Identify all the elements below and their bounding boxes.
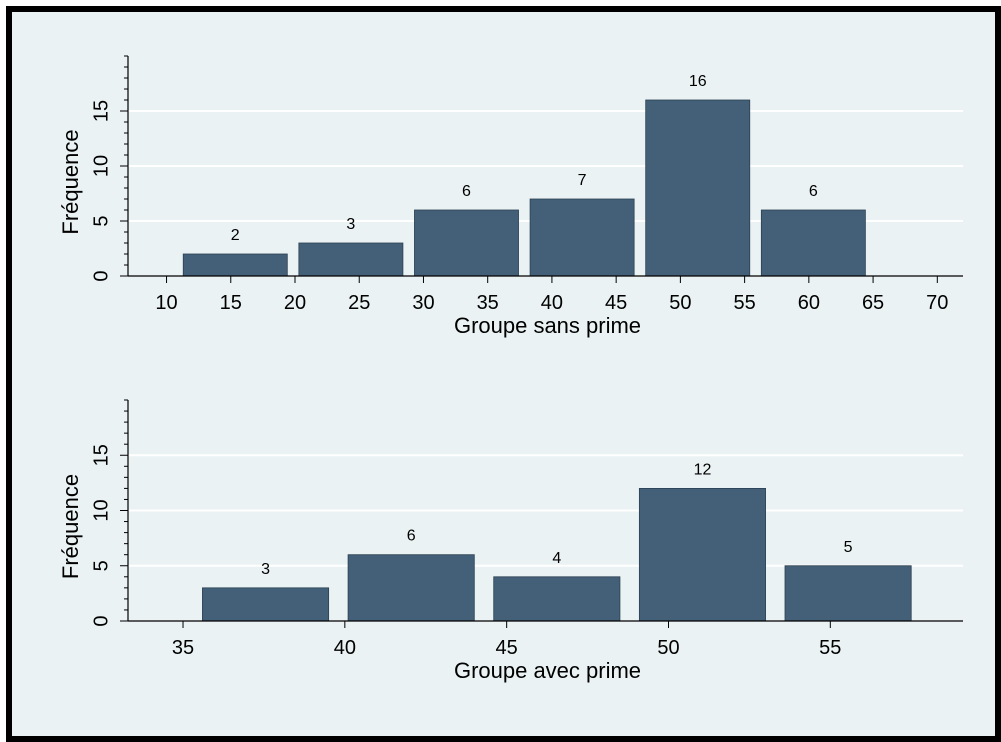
panel-1-bar-value-label: 16 [689,73,707,90]
panel-2-bar-value-label: 4 [552,550,561,567]
panel-1-y-tick-label: 10 [90,155,112,177]
panel-1-x-tick-label: 30 [412,292,434,314]
panel-2-x-tick-label: 50 [657,637,679,659]
panel-1-bar [414,209,519,277]
panel-1-bar [645,99,751,277]
panel-2-y-tick-label: 10 [90,499,112,521]
panel-1-x-tick-label: 70 [926,292,948,314]
panel-2-x-tick-label: 40 [334,637,356,659]
panel-1-x-tick-label: 55 [733,292,755,314]
panel-2-y-tick-label: 0 [90,615,112,626]
panel-2-bar [347,554,475,622]
panel-1-bar [298,242,404,277]
panel-2-bar-value-label: 12 [694,461,712,478]
panel-1-x-axis-title: Groupe sans prime [454,313,641,338]
panel-2-bar [202,587,330,622]
panel-2-y-axis-title: Fréquence [58,474,83,579]
panel-1-x-tick-label: 50 [669,292,691,314]
panel-1-y-tick-label: 0 [90,270,112,281]
panel-1-bar-value-label: 6 [809,183,818,200]
panel-2-x-tick-label: 35 [172,637,194,659]
panel-2-x-axis-title: Groupe avec prime [454,658,641,683]
panel-1-x-tick-label: 60 [798,292,820,314]
panel-1-x-tick-label: 65 [862,292,884,314]
panel-2-x-tick-label: 55 [819,637,841,659]
panel-1-bar [182,253,288,277]
panel-1-x-tick-label: 25 [348,292,370,314]
panel-2-bar-value-label: 5 [844,539,853,556]
panel-2-y-tick-label: 5 [90,560,112,571]
panel-2-x-tick-label: 45 [496,637,518,659]
panel-1-x-tick-label: 15 [220,292,242,314]
panel-1-x-tick-label: 20 [284,292,306,314]
panel-1-y-tick-label: 15 [90,100,112,122]
panel-1-bar [760,209,866,277]
panel-2-bar [784,565,912,622]
panel-1-x-tick-label: 40 [541,292,563,314]
panel-1-bar-value-label: 6 [462,183,471,200]
panel-2-bar-value-label: 6 [407,528,416,545]
panel-2-bar-value-label: 3 [261,561,270,578]
panel-1-x-tick-label: 35 [477,292,499,314]
panel-1-x-tick-label: 45 [605,292,627,314]
panel-1-y-axis-title: Fréquence [58,129,83,234]
panel-2-bar [493,576,621,622]
panel-1-bar [529,198,635,277]
panel-2-bar [638,487,766,622]
panel-1-bar-value-label: 2 [231,227,240,244]
panel-1-y-tick-label: 5 [90,215,112,226]
panel-1-x-tick-label: 10 [155,292,177,314]
panel-1-bar-value-label: 7 [578,172,587,189]
panel-1-bar-value-label: 3 [346,216,355,233]
panel-2-y-tick-label: 15 [90,444,112,466]
